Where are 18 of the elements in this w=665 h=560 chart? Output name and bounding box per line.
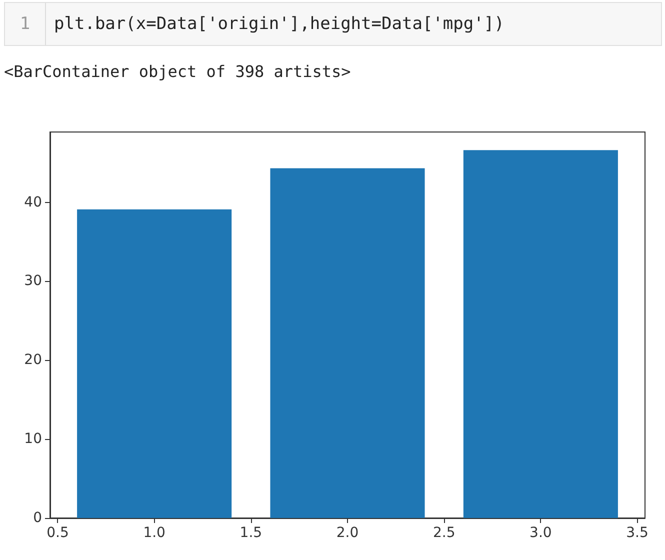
bar xyxy=(77,209,232,518)
x-tick-label: 2.5 xyxy=(432,525,456,541)
text: 1 xyxy=(5,3,46,45)
x-tick-label: 3.0 xyxy=(530,525,552,541)
x-tick-label: 2.0 xyxy=(336,525,359,541)
y-tick-label: 40 xyxy=(24,194,42,210)
y-tick-label: 20 xyxy=(24,352,42,368)
bar xyxy=(463,150,618,518)
text: plt.bar(x=Data['origin'],height=Data['mpg']) xyxy=(53,14,504,34)
bar xyxy=(270,168,425,518)
x-tick-label: 0.5 xyxy=(46,525,69,541)
x-tick-label: 3.5 xyxy=(626,525,648,541)
x-tick-label: 1.5 xyxy=(240,525,262,541)
x-tick-label: 1.0 xyxy=(143,525,166,541)
y-tick-label: 30 xyxy=(24,273,42,290)
text: <BarContainer object of 398 artists> xyxy=(4,62,351,81)
y-tick-label: 0 xyxy=(33,510,42,526)
y-tick-label: 10 xyxy=(24,431,42,448)
